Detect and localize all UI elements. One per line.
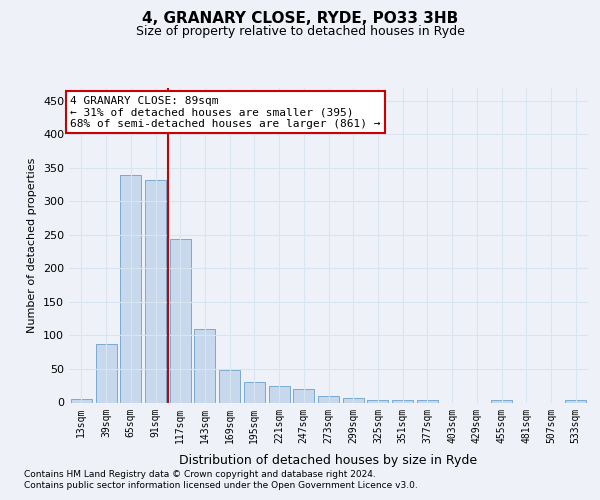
Text: Contains HM Land Registry data © Crown copyright and database right 2024.: Contains HM Land Registry data © Crown c… — [24, 470, 376, 479]
Text: Size of property relative to detached houses in Ryde: Size of property relative to detached ho… — [136, 25, 464, 38]
Bar — [194, 329, 215, 402]
Bar — [293, 389, 314, 402]
Bar — [244, 382, 265, 402]
Bar — [318, 396, 339, 402]
Bar — [565, 400, 586, 402]
Text: 4 GRANARY CLOSE: 89sqm
← 31% of detached houses are smaller (395)
68% of semi-de: 4 GRANARY CLOSE: 89sqm ← 31% of detached… — [70, 96, 381, 128]
Bar — [269, 386, 290, 402]
Bar — [491, 400, 512, 402]
Bar — [219, 370, 240, 402]
Bar — [417, 400, 438, 402]
Text: 4, GRANARY CLOSE, RYDE, PO33 3HB: 4, GRANARY CLOSE, RYDE, PO33 3HB — [142, 11, 458, 26]
Bar — [71, 399, 92, 402]
Bar — [170, 239, 191, 402]
Text: Distribution of detached houses by size in Ryde: Distribution of detached houses by size … — [179, 454, 477, 467]
Bar — [95, 344, 116, 402]
Bar — [343, 398, 364, 402]
Text: Contains public sector information licensed under the Open Government Licence v3: Contains public sector information licen… — [24, 481, 418, 490]
Y-axis label: Number of detached properties: Number of detached properties — [28, 158, 37, 332]
Bar — [367, 400, 388, 402]
Bar — [145, 180, 166, 402]
Bar — [120, 174, 141, 402]
Bar — [392, 400, 413, 402]
